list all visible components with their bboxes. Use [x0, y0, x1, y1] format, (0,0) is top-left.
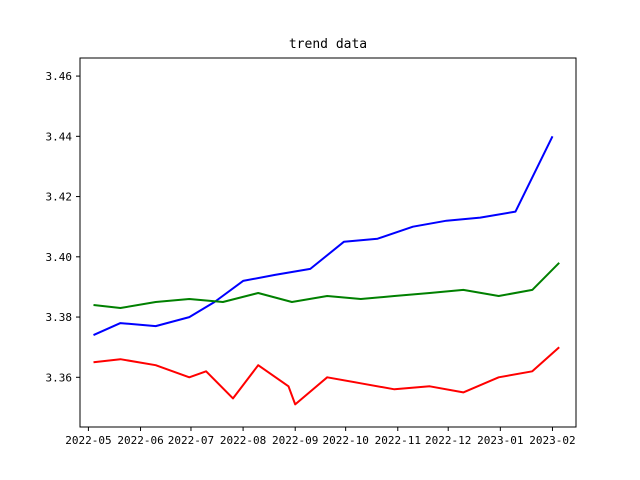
y-axis: 3.36 3.38 3.40 3.42 3.44 3.46 [46, 70, 80, 384]
x-tick-label: 2022-10 [322, 434, 368, 447]
y-tick-label: 3.38 [46, 311, 73, 324]
x-tick-label: 2023-02 [529, 434, 575, 447]
plot-frame [79, 57, 577, 428]
series-line-0 [93, 346, 560, 406]
series-layer [93, 135, 560, 406]
chart-title: trend data [289, 37, 367, 52]
x-tick-label: 2023-01 [477, 434, 523, 447]
x-tick-label: 2022-12 [425, 434, 471, 447]
x-tick-label: 2022-08 [220, 434, 266, 447]
y-tick-label: 3.40 [46, 251, 73, 264]
x-axis: 2022-05 2022-06 2022-07 2022-08 2022-09 2022-… [65, 427, 576, 447]
x-tick-label: 2022-05 [65, 434, 111, 447]
x-tick-label: 2022-06 [117, 434, 163, 447]
y-tick-label: 3.42 [46, 191, 73, 204]
x-tick-label: 2022-11 [375, 434, 421, 447]
x-tick-label: 2022-07 [168, 434, 214, 447]
y-tick-label: 3.46 [46, 70, 73, 83]
series-line-2 [93, 262, 560, 309]
series-line-1 [93, 135, 554, 337]
x-tick-label: 2022-09 [272, 434, 318, 447]
y-tick-label: 3.44 [46, 130, 73, 143]
y-tick-label: 3.36 [46, 371, 73, 384]
